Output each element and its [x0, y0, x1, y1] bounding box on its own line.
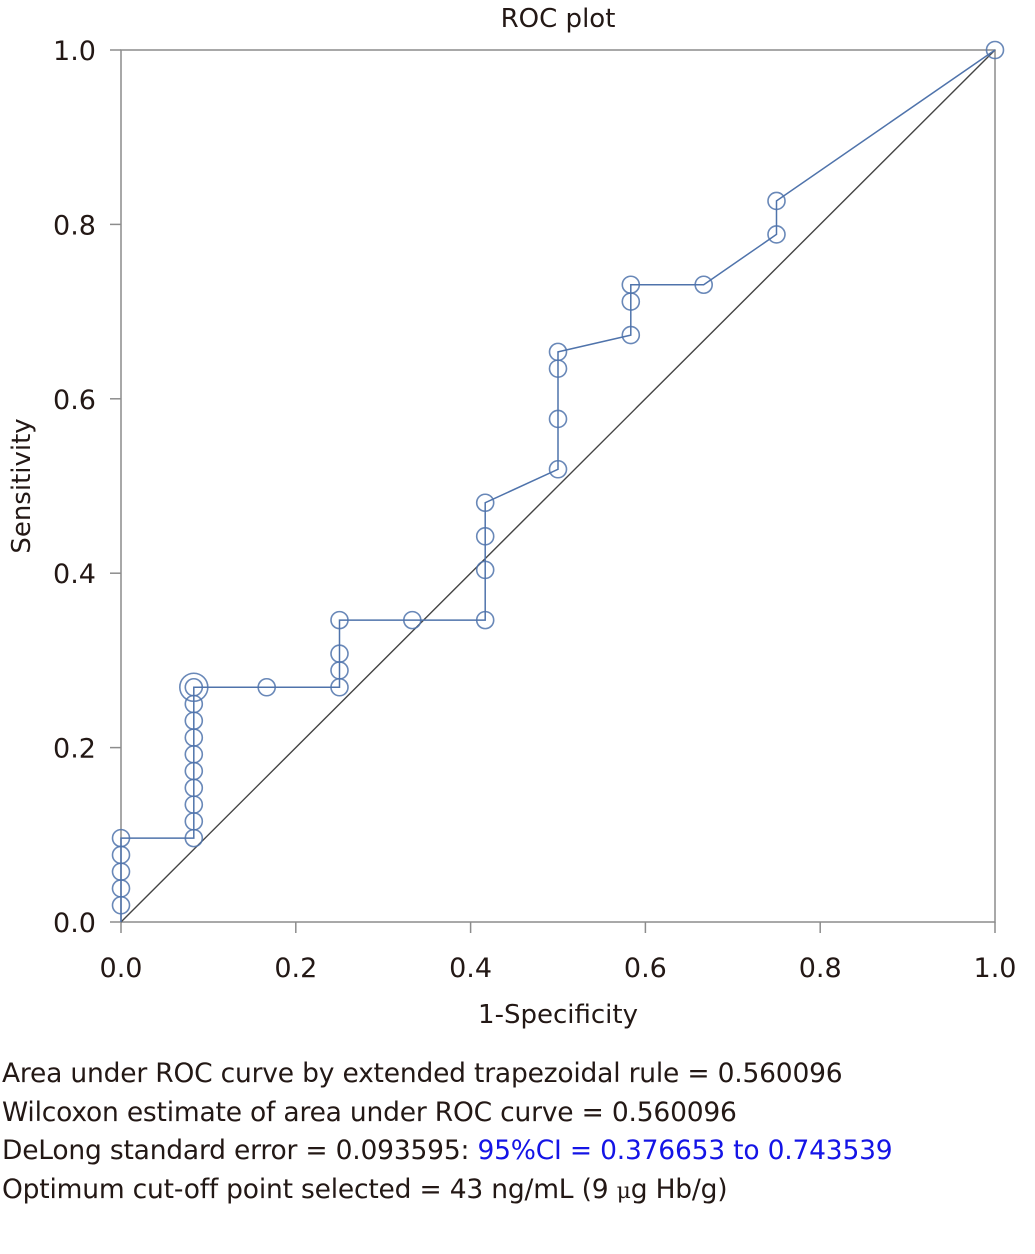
- roc-point: [985, 40, 1005, 60]
- optimum-cutoff-marker: [179, 672, 209, 703]
- roc-markers: [111, 40, 1005, 915]
- stat-cutoff-mu: μ: [616, 1178, 631, 1204]
- roc-point: [548, 342, 568, 362]
- roc-point: [403, 610, 422, 630]
- axis-ticks: 0.0 0.2 0.4 0.6 0.8 1.0 0.0 0.2 0.4 0.6 0.8 1.0: [53, 36, 1016, 984]
- y-tick-label: 0.2: [53, 734, 96, 765]
- x-axis-title: 1-Specificity: [478, 1000, 638, 1030]
- roc-point: [475, 493, 495, 513]
- chance-diagonal: [120, 49, 996, 923]
- roc-point: [767, 225, 786, 244]
- roc-point: [694, 275, 713, 295]
- roc-line: [120, 49, 996, 922]
- stat-optimum-cutoff: Optimum cut-off point selected = 43 ng/m…: [2, 1171, 892, 1212]
- x-tick-label: 0.0: [100, 953, 143, 984]
- stat-confidence-interval: 95%CI = 0.376653 to 0.743539: [477, 1135, 893, 1166]
- roc-point: [621, 325, 641, 345]
- y-axis-title: Sensitivity: [7, 418, 37, 553]
- roc-point: [767, 191, 786, 211]
- roc-point: [548, 459, 568, 479]
- stat-delong-se-text: DeLong standard error = 0.093595:: [2, 1135, 478, 1166]
- roc-point: [184, 677, 204, 697]
- roc-point: [548, 409, 568, 429]
- stat-auc-wilcoxon: Wilcoxon estimate of area under ROC curv…: [2, 1096, 737, 1128]
- stat-auc-trapezoidal: Area under ROC curve by extended trapezo…: [2, 1058, 843, 1089]
- roc-point: [330, 644, 349, 663]
- chart-title: ROC plot: [501, 4, 616, 34]
- x-tick-label: 0.4: [449, 953, 492, 984]
- x-tick-label: 0.6: [624, 953, 667, 984]
- stat-cutoff-prefix: Optimum cut-off point selected = 43 ng/m…: [2, 1173, 617, 1205]
- y-tick-label: 1.0: [53, 36, 96, 67]
- roc-chart: ROC plot 0.0 0.2 0.4 0.6 0.8 1.00.00.20.40.60…: [7, 4, 1016, 1030]
- stat-delong-se: DeLong standard error = 0.093595: 95%CI …: [2, 1132, 893, 1171]
- roc-point: [475, 527, 495, 546]
- roc-point: [475, 610, 495, 630]
- y-tick-label: 0.0: [53, 908, 96, 939]
- x-tick-label: 0.2: [274, 953, 317, 984]
- stat-cutoff-suffix: g Hb/g): [630, 1173, 728, 1205]
- roc-point: [330, 610, 349, 630]
- roc-point: [257, 677, 276, 697]
- y-tick-label: 0.4: [53, 559, 96, 590]
- x-tick-label: 0.8: [799, 953, 842, 984]
- roc-point: [111, 828, 131, 848]
- chance-line: [120, 49, 996, 923]
- roc-point: [621, 275, 641, 295]
- plot-border: [120, 49, 996, 923]
- roc-curve: [120, 49, 996, 922]
- x-tick-label: 1.0: [974, 953, 1017, 984]
- y-tick-label: 0.6: [53, 385, 96, 416]
- plot-frame: [120, 49, 996, 923]
- stats-block: Area under ROC curve by extended trapezo…: [2, 1055, 893, 1212]
- y-tick-label: 0.8: [53, 210, 96, 241]
- roc-point: [475, 560, 495, 580]
